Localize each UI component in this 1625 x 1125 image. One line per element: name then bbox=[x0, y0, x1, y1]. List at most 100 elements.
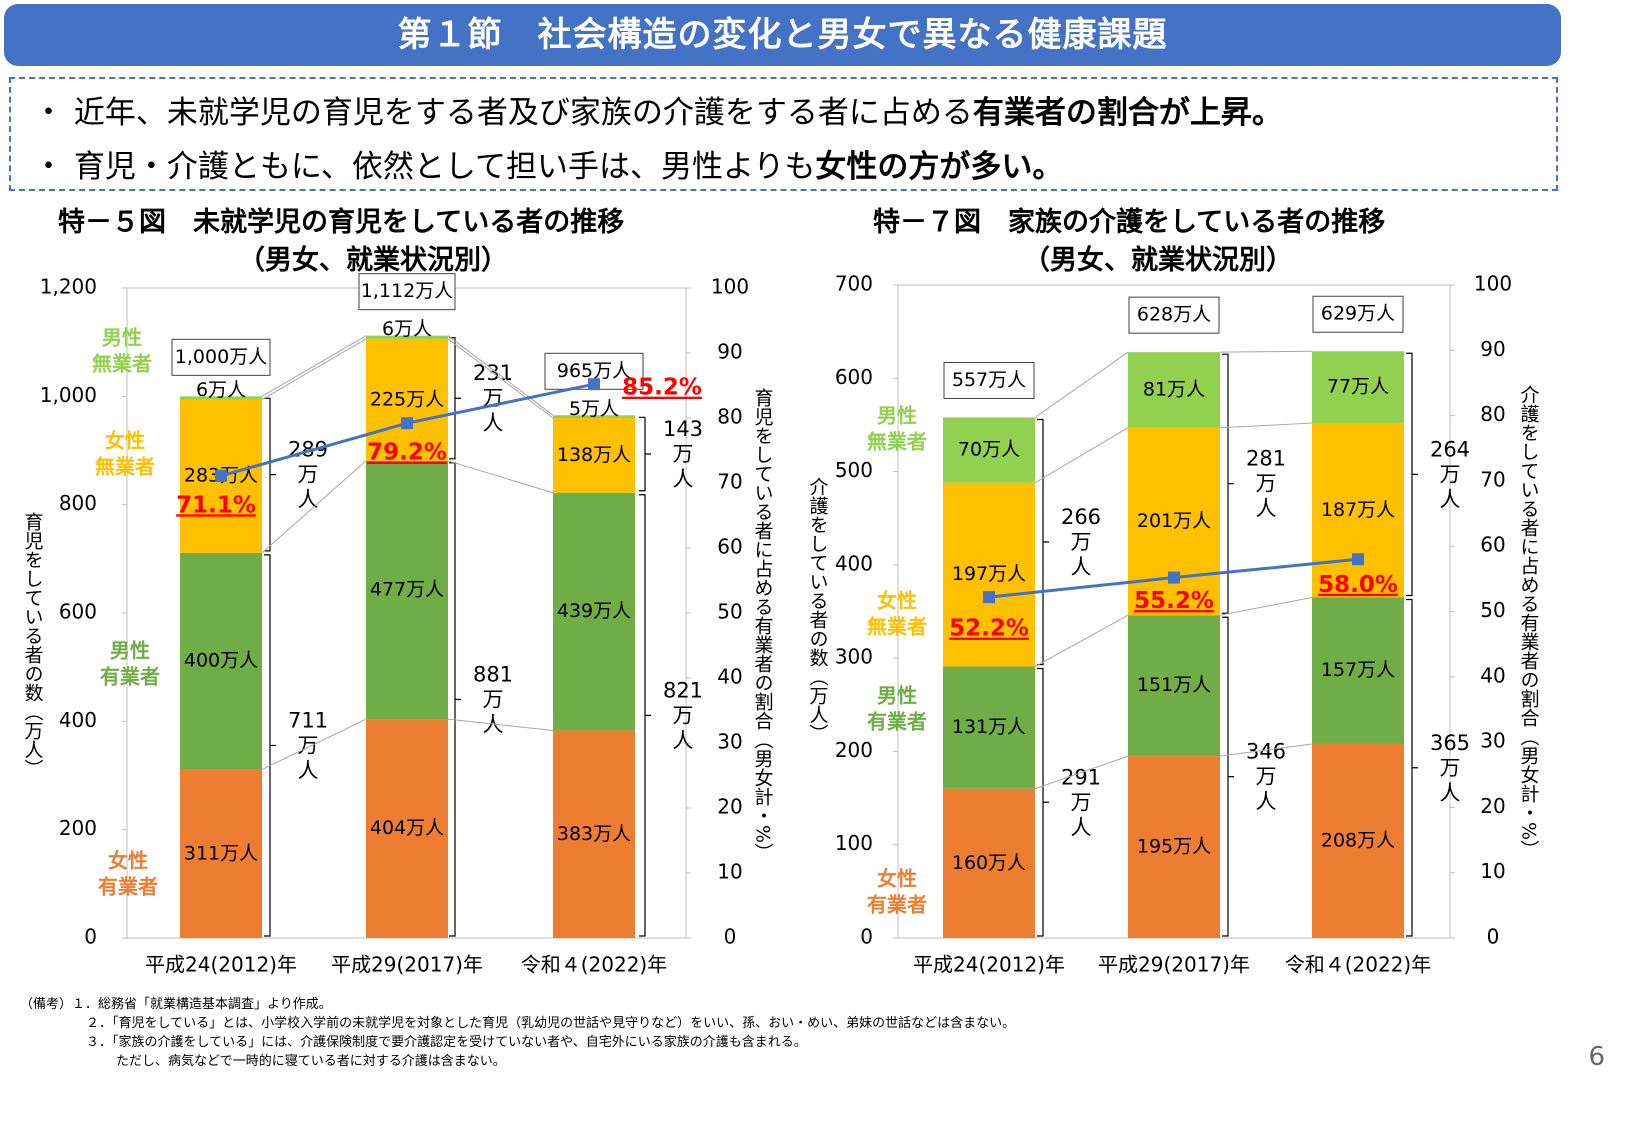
bracket bbox=[639, 494, 651, 937]
total-box bbox=[943, 361, 1035, 399]
footnote: ３．「家族の介護をしている」には、介護保険制度で要介護認定を受けていない者や、自… bbox=[86, 1035, 807, 1050]
y2-tick-label: 90 bbox=[717, 340, 742, 364]
y2-tick-label: 0 bbox=[1487, 925, 1500, 949]
bar-value-label: 6万人 bbox=[382, 318, 432, 340]
connector-line bbox=[447, 460, 554, 494]
chart-title-caregiving: 特－７図 家族の介護をしている者の推移 bbox=[873, 207, 1386, 238]
bar-value-label: 477万人 bbox=[370, 578, 444, 600]
y-tick-label: 100 bbox=[835, 831, 873, 855]
bar-segment bbox=[1128, 756, 1220, 938]
y-tick-label: 700 bbox=[835, 272, 873, 296]
y-tick-label: 600 bbox=[835, 365, 873, 389]
bar-segment bbox=[366, 338, 448, 461]
chart-subtitle-childcare: （男女、就業状況別） bbox=[238, 245, 508, 276]
connector-line bbox=[1034, 351, 1129, 418]
bracket-label: 266 bbox=[1061, 505, 1101, 529]
bracket bbox=[1406, 352, 1418, 597]
connector-line bbox=[261, 460, 367, 554]
connector-line bbox=[261, 335, 367, 397]
ratio-marker bbox=[588, 378, 600, 391]
bracket-label: 人 bbox=[673, 467, 694, 491]
bracket-label: 264 bbox=[1430, 437, 1470, 461]
bullet-text: ・ 近年、未就学児の育児をする者及び家族の介護をする者に占める bbox=[33, 95, 973, 131]
bar-segment bbox=[943, 788, 1035, 938]
y2-tick-label: 30 bbox=[717, 730, 742, 754]
bracket-label: 365 bbox=[1430, 731, 1470, 755]
total-label: 965万人 bbox=[557, 360, 631, 382]
bar-value-label: 383万人 bbox=[557, 823, 631, 845]
ratio-marker bbox=[401, 417, 413, 430]
bracket-label: 万 bbox=[1440, 756, 1461, 780]
bracket-label: 881 bbox=[473, 662, 513, 686]
chart-subtitle-caregiving: （男女、就業状況別） bbox=[1023, 245, 1293, 276]
bracket-label: 万 bbox=[673, 703, 694, 727]
bracket-label: 万 bbox=[1256, 765, 1277, 789]
bracket-label: 万 bbox=[298, 733, 319, 757]
bracket bbox=[1222, 353, 1234, 614]
bar-segment bbox=[1128, 427, 1220, 616]
total-box bbox=[171, 338, 271, 376]
charts-canvas: 02004006008001,0001,20001020304050607080… bbox=[22, 272, 1540, 977]
y-tick-label: 300 bbox=[835, 645, 873, 669]
y-tick-label: 200 bbox=[59, 816, 97, 840]
bar-segment bbox=[943, 666, 1035, 789]
total-box bbox=[358, 273, 456, 311]
y-tick-label: 200 bbox=[835, 738, 873, 762]
bar-segment bbox=[553, 418, 635, 493]
bar-value-label: 160万人 bbox=[952, 852, 1026, 874]
total-box bbox=[1128, 296, 1220, 334]
bar-value-label: 225万人 bbox=[370, 388, 444, 410]
bar-value-label: 138万人 bbox=[557, 444, 631, 466]
ratio-label: 52.2% bbox=[949, 616, 1029, 642]
y2-tick-label: 80 bbox=[1480, 402, 1505, 426]
y2-tick-label: 100 bbox=[711, 275, 749, 299]
y-tick-label: 500 bbox=[835, 458, 873, 482]
y2-tick-label: 20 bbox=[1480, 794, 1505, 818]
bar-segment bbox=[180, 552, 262, 770]
bar-value-label: 77万人 bbox=[1327, 376, 1389, 398]
bar-segment bbox=[553, 492, 635, 731]
bar-segment bbox=[180, 769, 262, 938]
y-tick-label: 0 bbox=[860, 925, 873, 949]
y-axis-title: 育児をしている者の数（万人） bbox=[22, 512, 44, 778]
connector-line bbox=[447, 338, 554, 419]
total-label: 557万人 bbox=[952, 369, 1026, 391]
bracket bbox=[449, 462, 461, 937]
legend-label: 女性 bbox=[877, 589, 917, 613]
bracket-label: 821 bbox=[663, 678, 703, 702]
bracket-label: 人 bbox=[1256, 497, 1277, 521]
y-tick-label: 400 bbox=[835, 551, 873, 575]
footnote: ただし、病気などで一時的に寝ている者に対する介護は含まない。 bbox=[116, 1054, 506, 1069]
ratio-label: 71.1% bbox=[176, 492, 256, 518]
y2-tick-label: 10 bbox=[717, 860, 742, 884]
bar-segment bbox=[1312, 423, 1404, 598]
bracket-label: 人 bbox=[1071, 815, 1092, 839]
footnote: ２．「育児をしている」とは、小学校入学前の未就学児を対象とした育児（乳幼児の世話… bbox=[86, 1016, 1016, 1031]
bracket-label: 人 bbox=[673, 728, 694, 752]
bar-value-label: 5万人 bbox=[569, 398, 619, 420]
y2-tick-label: 100 bbox=[1474, 272, 1512, 296]
connector-line bbox=[1034, 755, 1129, 790]
bar-segment bbox=[553, 730, 635, 938]
y-tick-label: 800 bbox=[59, 491, 97, 515]
total-label: 1,000万人 bbox=[175, 346, 267, 368]
bracket-label: 人 bbox=[1440, 781, 1461, 805]
bar-value-label: 439万人 bbox=[557, 600, 631, 622]
ratio-label: 79.2% bbox=[367, 440, 447, 466]
bar-segment bbox=[366, 719, 448, 938]
y-axis-title: 介護をしている者の数（万人） bbox=[807, 477, 829, 743]
bullet-emphasis: 有業者の割合が上昇。 bbox=[972, 95, 1283, 131]
y2-tick-label: 0 bbox=[724, 925, 737, 949]
connector-line bbox=[1219, 422, 1313, 429]
legend-label: 無業者 bbox=[95, 455, 155, 479]
x-tick-label: 令和４(2022)年 bbox=[1285, 953, 1432, 977]
y2-tick-label: 50 bbox=[717, 600, 742, 624]
y-tick-label: 1,200 bbox=[40, 275, 97, 299]
bracket bbox=[1406, 598, 1418, 937]
bar-value-label: 6万人 bbox=[196, 379, 246, 401]
bullet-emphasis: 女性の方が多い。 bbox=[815, 149, 1064, 185]
bar-value-label: 208万人 bbox=[1321, 829, 1395, 851]
ratio-marker bbox=[983, 591, 995, 604]
bracket-label: 万 bbox=[1440, 462, 1461, 486]
y2-tick-label: 60 bbox=[1480, 533, 1505, 557]
